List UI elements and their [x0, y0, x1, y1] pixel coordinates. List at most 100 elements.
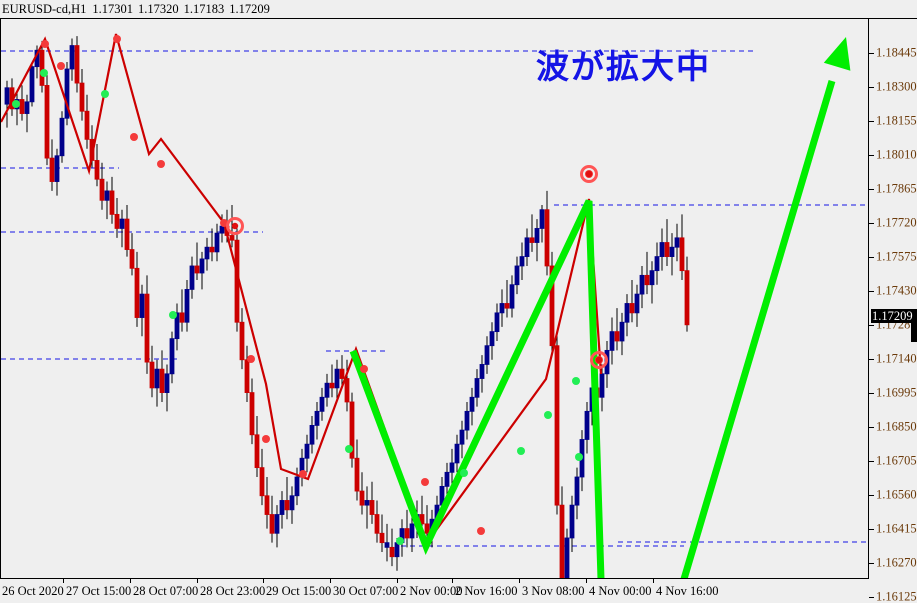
signal-ring-center [231, 222, 239, 230]
candle-body [619, 321, 625, 342]
price-tick: 1.17720 [869, 215, 917, 231]
price-tick-mark [869, 222, 874, 224]
price-tick: 1.18155 [869, 113, 917, 129]
chart-scroll-handle[interactable] [911, 322, 917, 342]
candle-body [129, 249, 135, 269]
candle-body [239, 321, 245, 361]
candle-body [549, 265, 555, 347]
candle-body [84, 110, 90, 140]
candle-body [184, 289, 190, 323]
candle-body [649, 270, 655, 286]
candle-body [394, 542, 400, 558]
time-tick-mark [197, 579, 198, 583]
candle-body [564, 537, 570, 578]
price-tick: 1.17865 [869, 181, 917, 197]
candle-body [639, 274, 645, 295]
price-tick: 1.16125 [869, 589, 917, 603]
price-tick: 1.17140 [869, 351, 917, 367]
candle-body [334, 368, 340, 389]
candle-body [294, 476, 300, 497]
candle-body [309, 425, 315, 445]
signal-ring-outer [226, 217, 244, 235]
candle-body [79, 82, 85, 112]
candle-body [664, 242, 670, 257]
candle-body [369, 500, 375, 515]
candle-body [629, 303, 635, 314]
price-tick-label: 1.18445 [876, 45, 917, 60]
candle-body [529, 237, 535, 243]
candle-body [274, 514, 280, 534]
candle-body [474, 378, 480, 398]
candle-body [154, 368, 160, 389]
candle-body [124, 218, 130, 250]
candle-body [99, 178, 105, 201]
candle-body [54, 155, 60, 182]
open-price: 1.17301 [92, 2, 133, 16]
candle-body [509, 284, 515, 309]
candle-body [339, 368, 345, 379]
time-tick-label: 30 Oct 07:00 [333, 584, 399, 598]
candle-body [144, 293, 150, 363]
candle-body [174, 312, 180, 340]
price-scale[interactable]: 1.18445 1.18300 1.18155 1.18010 1.17865 1.177… [869, 18, 917, 603]
candle-body [64, 68, 70, 119]
fractal-dot-green [575, 453, 583, 461]
candle-body [19, 99, 25, 114]
candle-body [499, 303, 505, 314]
fractal-dot-red [220, 219, 228, 227]
candle-body [159, 368, 165, 393]
price-tick: 1.16415 [869, 521, 917, 537]
candle-body [4, 87, 10, 105]
candle-body [109, 190, 115, 215]
forecast-arrow-head [823, 37, 851, 71]
candle-body [634, 293, 640, 314]
price-tick-mark [869, 596, 874, 598]
fractal-dot-green [40, 69, 48, 77]
candle-body [219, 225, 225, 234]
price-tick-label: 1.17720 [876, 215, 917, 230]
zigzag-line-green-expansion [349, 199, 605, 578]
close-price: 1.17209 [229, 2, 270, 16]
price-tick: 1.16270 [869, 555, 917, 571]
candle-body [484, 345, 490, 365]
fractal-dot-green [345, 445, 353, 453]
candle-body [404, 528, 410, 539]
candle-body [254, 434, 260, 469]
candle-body [324, 382, 330, 398]
candle-body [49, 157, 55, 182]
price-tick-mark [869, 52, 874, 54]
candle-body [214, 232, 220, 253]
candle-body [354, 457, 360, 492]
candle-body [204, 246, 210, 260]
fractal-dot-green [169, 311, 177, 319]
price-tick: 1.17575 [869, 249, 917, 265]
candle-body [519, 256, 525, 267]
chart-plot-area[interactable] [0, 18, 869, 578]
candle-body [269, 514, 275, 534]
candle-body [479, 364, 485, 379]
price-tick-label: 1.17430 [876, 283, 917, 298]
fractal-dot-green [396, 537, 404, 545]
candle-body [264, 495, 270, 515]
candle-body [139, 293, 145, 318]
candle-body [624, 303, 630, 323]
candle-body [599, 373, 605, 398]
time-scale[interactable]: 26 Oct 2020 27 Oct 15:00 28 Oct 07:00 28 Oc… [0, 578, 869, 603]
candle-body [449, 462, 455, 473]
candle-body [319, 396, 325, 412]
price-tick-mark [869, 324, 874, 326]
candle-body [674, 237, 680, 248]
chart-canvas [1, 33, 868, 578]
candle-body [149, 361, 155, 389]
candle-body [209, 246, 215, 253]
candle-body [24, 101, 30, 114]
price-tick-label: 1.18010 [876, 147, 917, 162]
fractal-dot-red [421, 478, 429, 486]
candle-body [329, 382, 335, 389]
candle-body [494, 312, 500, 333]
time-tick-label: 28 Oct 07:00 [133, 584, 199, 598]
high-price: 1.17320 [138, 2, 179, 16]
candle-body [534, 228, 540, 243]
candle-body [289, 495, 295, 511]
candle-body [344, 378, 350, 403]
